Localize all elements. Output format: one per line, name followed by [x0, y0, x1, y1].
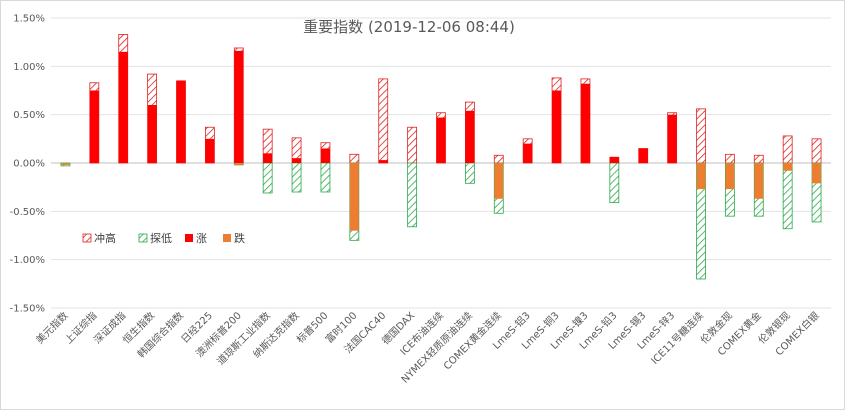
bar-low: [320, 162, 331, 193]
y-tick-label: 1.00%: [13, 62, 45, 73]
bar-up: [205, 138, 215, 163]
bar-up: [465, 110, 475, 163]
y-tick-label: 1.50%: [13, 14, 45, 25]
bar-down: [696, 163, 706, 190]
bar-up: [176, 80, 186, 163]
bar-high: [349, 153, 360, 164]
bar-low: [609, 162, 620, 204]
bar-down: [812, 163, 822, 184]
bar-low: [262, 162, 273, 194]
bar-high: [378, 78, 389, 164]
bar-up: [292, 158, 302, 163]
bar-down: [754, 163, 764, 199]
bar-down: [349, 163, 359, 231]
bar-up: [234, 50, 244, 163]
legend-swatch: [82, 233, 92, 243]
bar-down: [60, 163, 70, 165]
bar-low: [407, 162, 418, 228]
bar-up: [580, 83, 590, 163]
bar-up: [667, 114, 677, 163]
legend-label: 探低: [150, 232, 172, 245]
bar-up: [118, 51, 128, 164]
y-tick-label: -0.50%: [10, 207, 45, 218]
bars: [60, 34, 822, 280]
bar-high: [753, 154, 764, 164]
bar-high: [407, 126, 418, 164]
bar-down: [725, 163, 735, 190]
bar-high: [724, 153, 735, 164]
bar-high: [493, 154, 504, 164]
bar-high: [782, 135, 793, 164]
bar-high: [811, 138, 822, 164]
bar-up: [609, 157, 619, 163]
y-tick-label: -1.50%: [10, 304, 45, 315]
bar-down: [783, 163, 793, 171]
x-axis: 美元指数上证综指深证成指恒生指数韩国综合指数日经225澳洲标普200道琼斯工业指…: [33, 309, 822, 386]
bar-down: [234, 163, 244, 165]
legend-swatch: [138, 233, 148, 243]
bar-high: [696, 108, 706, 164]
bar-up: [378, 160, 388, 163]
y-axis: -1.50% -1.00% -0.50% 0.00% 0.50% 1.00% 1.50%: [10, 14, 45, 315]
bar-up: [436, 117, 446, 163]
legend: 冲高 探低 涨 跌: [82, 231, 245, 245]
legend-label: 涨: [196, 232, 207, 245]
legend-swatch: [185, 234, 193, 242]
bar-up: [320, 148, 330, 163]
bar-up: [147, 105, 157, 163]
legend-label: 冲高: [94, 231, 116, 245]
legend-swatch: [223, 234, 231, 242]
bar-up: [263, 153, 273, 163]
y-tick-label: 0.50%: [13, 110, 45, 121]
bar-low: [464, 162, 475, 184]
y-tick-label: -1.00%: [10, 255, 45, 266]
bar-down: [494, 163, 504, 199]
bar-up: [552, 90, 562, 163]
bar-up: [89, 90, 99, 163]
y-tick-label: 0.00%: [13, 159, 45, 170]
bar-low: [782, 162, 793, 230]
bar-up: [638, 148, 648, 163]
bar-up: [523, 143, 533, 163]
bar-low: [291, 162, 302, 193]
chart-title: 重要指数 (2019-12-06 08:44): [303, 18, 515, 36]
legend-label: 跌: [234, 231, 245, 245]
